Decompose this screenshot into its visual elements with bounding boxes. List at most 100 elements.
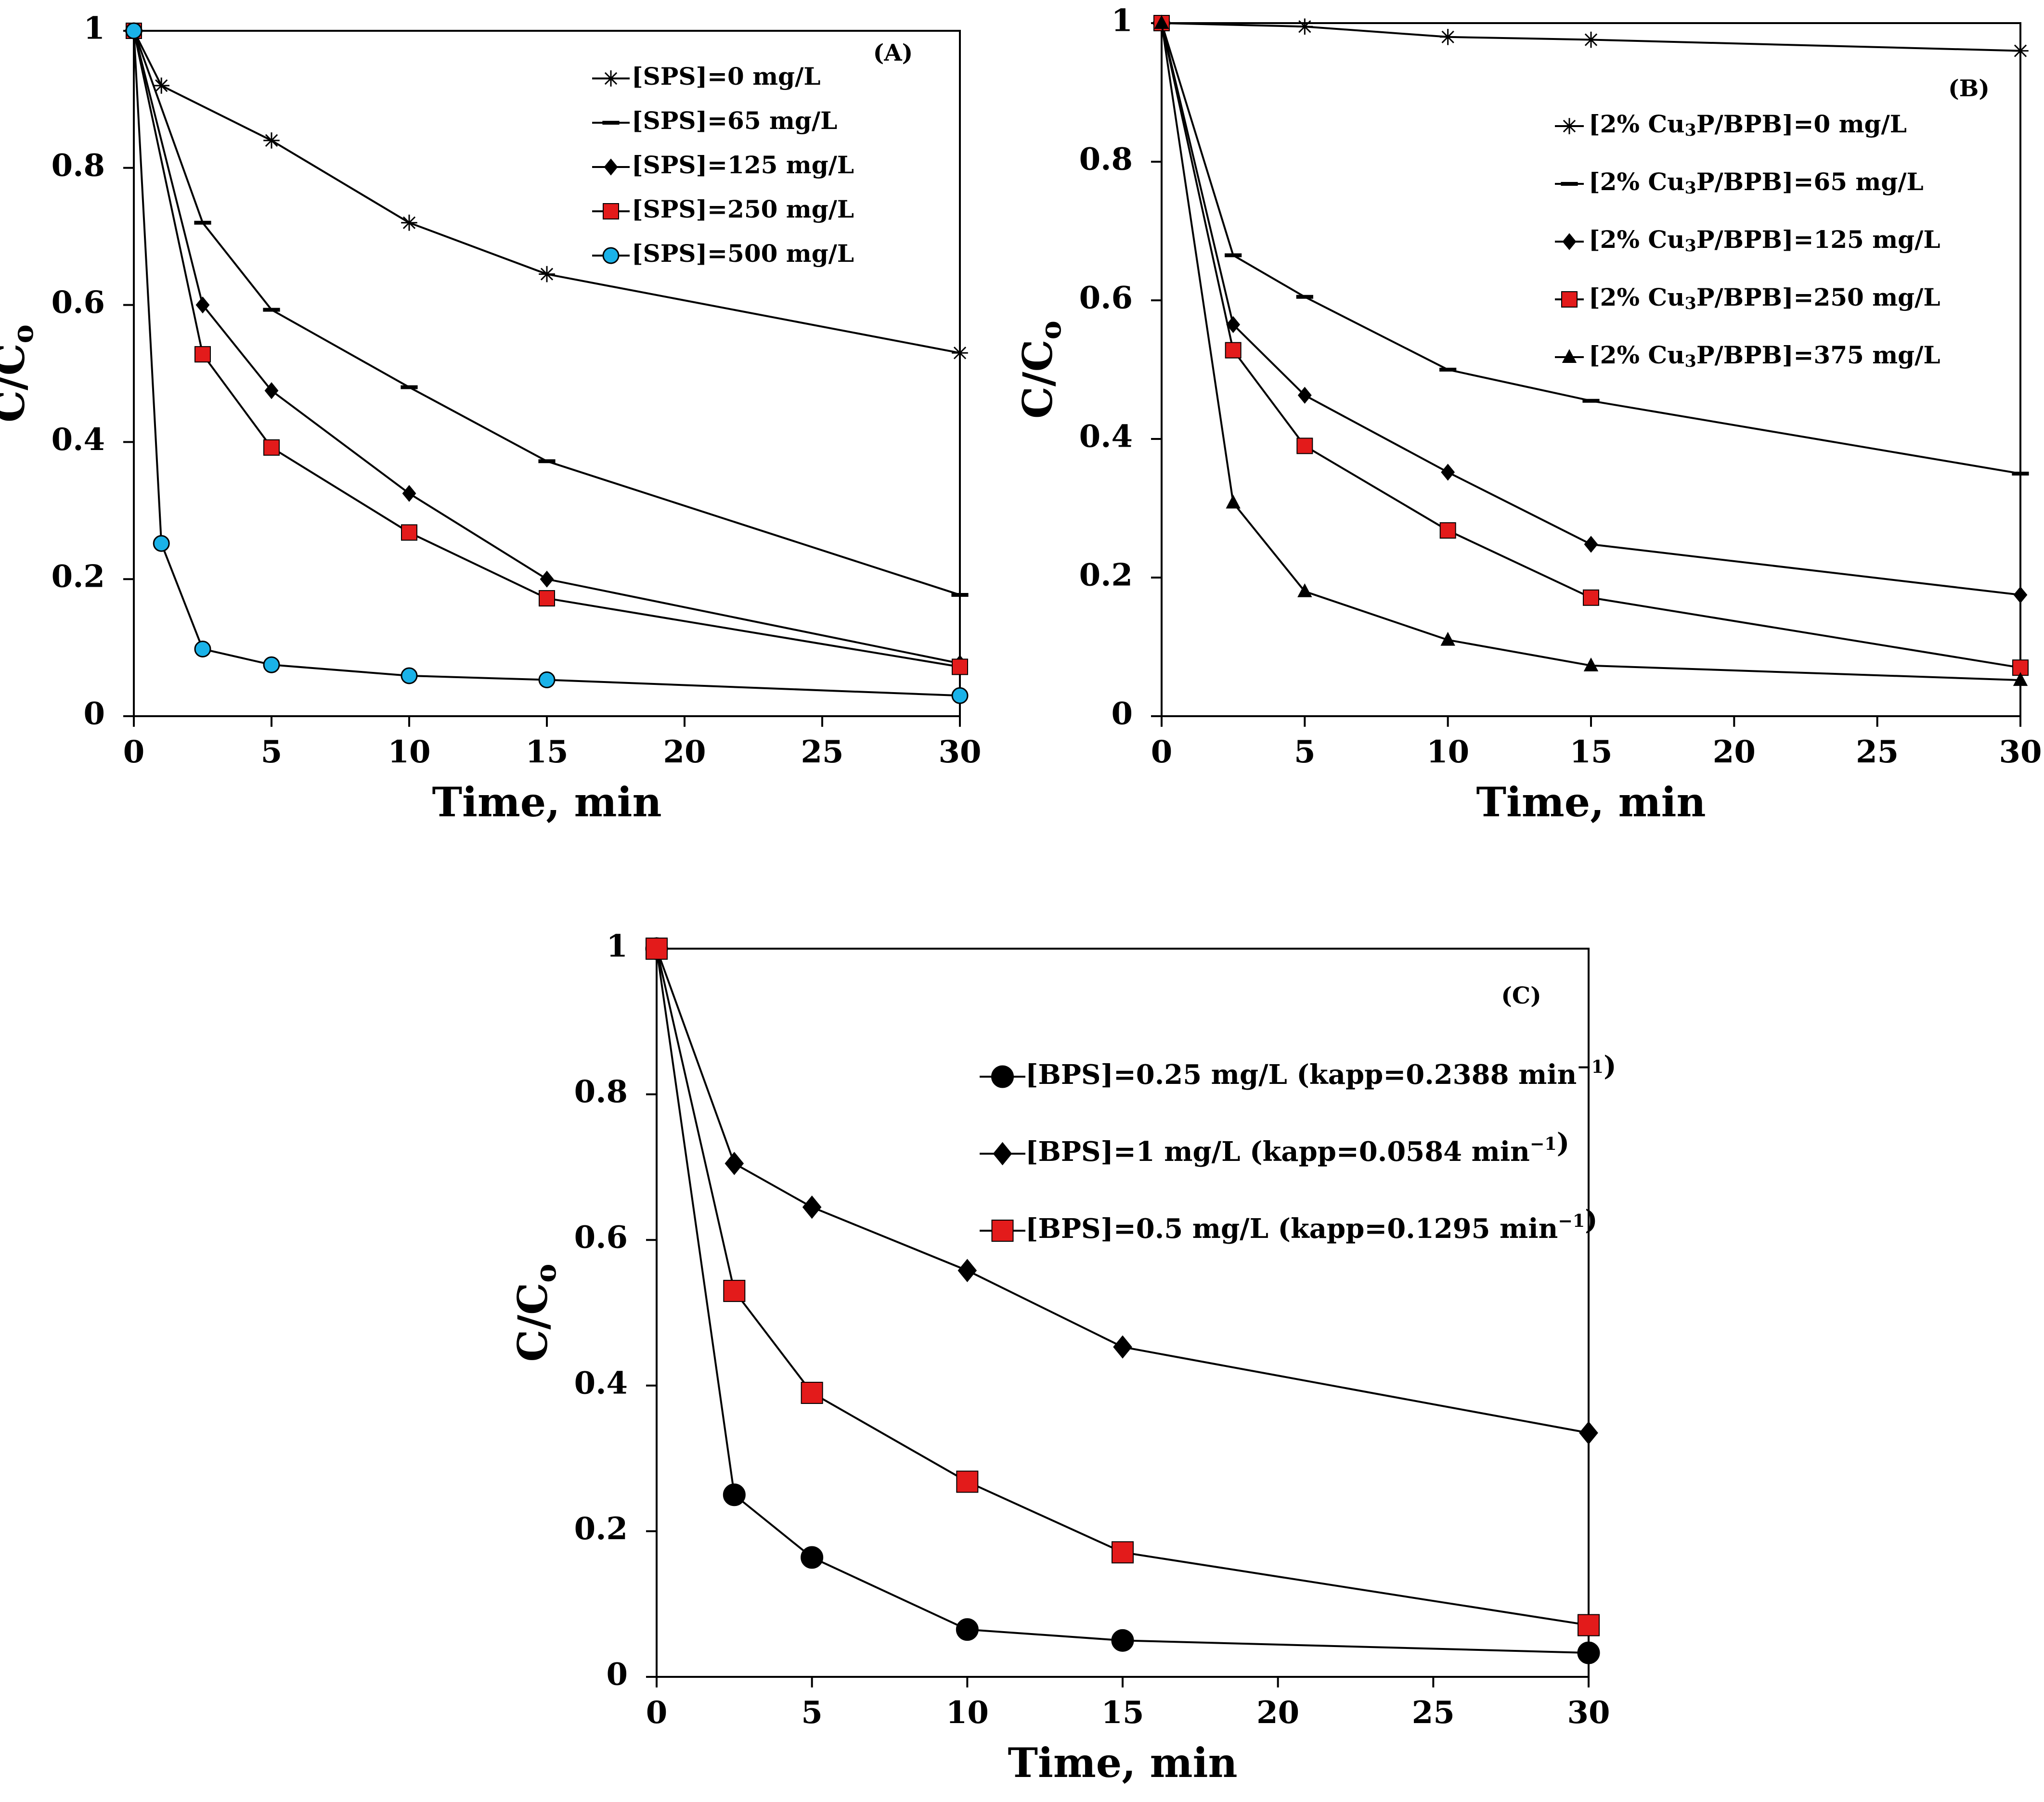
series-line [133,30,960,596]
panel-label: (A) [873,39,913,66]
legend-label: [BPS]=0.5 mg/L (kapp=0.1295 min−1) [1025,1204,1598,1245]
series-line [1161,23,2021,596]
y-tick-label: 0 [606,1657,628,1693]
data-point [153,535,170,552]
legend-label: [2% Cu3P/BPB]=375 mg/L [1589,341,1941,371]
legend-label: [BPS]=1 mg/L (kapp=0.0584 min−1) [1025,1127,1569,1168]
x-tick-label: 0 [646,1695,668,1731]
data-point [401,667,418,684]
x-tick-label: 15 [525,734,568,770]
x-tick-label: 10 [388,734,430,770]
legend-marker [1562,349,1577,363]
x-tick-label: 20 [1713,734,1756,770]
x-tick-label: 5 [801,1695,823,1731]
data-point [1441,463,1455,481]
data-point [1296,18,1313,35]
data-point [1297,583,1312,597]
series-line [656,948,1589,1654]
series-4 [126,23,968,675]
x-tick-label: 30 [1999,734,2042,770]
data-point [402,485,416,502]
y-tick-label: 0.4 [1079,419,1133,455]
data-point [1439,29,1456,45]
data-point [1583,657,1599,671]
series-2 [125,29,969,597]
panel-label: (C) [1501,982,1541,1009]
data-point [125,22,142,39]
data-point [802,1195,822,1219]
legend-marker [604,158,618,176]
x-tick-label: 20 [1256,1695,1299,1731]
y-tick-label: 0.2 [52,559,105,595]
data-point [801,1546,824,1569]
y-tick-label: 0 [1111,696,1133,732]
data-point [401,214,417,231]
data-point [538,671,556,689]
y-tick-label: 0.2 [1079,557,1133,593]
chart-panel-b: 0 5 10 15 20 25 30 0 0.2 0.4 0.6 0.8 1 Time, min C/Co (… [1014,3,2042,826]
y-tick-label: 1 [1111,3,1133,39]
data-point [263,439,280,456]
y-axis-title: C/Co [509,1264,562,1362]
legend-marker [991,1220,1014,1242]
plot-frame [656,948,1590,1678]
series-3 [646,938,1600,1636]
data-point [1439,522,1456,539]
y-tick-label: 0.6 [52,284,105,321]
data-point [1297,386,1312,404]
data-point [801,1381,823,1404]
legend-label: [SPS]=250 mg/L [632,195,854,223]
legend-marker [1561,118,1578,134]
legend-marker [1562,233,1577,250]
data-point [646,938,668,960]
legend-label: [2% Cu3P/BPB]=125 mg/L [1589,225,1941,256]
chart-panel-c: 0 5 10 15 20 25 30 0 0.2 0.4 0.6 0.8 1 Time, min C/Co (… [509,928,1617,1787]
series-2 [647,937,1598,1445]
data-point [539,590,555,607]
series-line [656,948,1589,1434]
legend-label: [BPS]=0.25 mg/L (kapp=0.2388 min−1) [1025,1050,1617,1091]
data-point [723,1483,746,1506]
data-point [1111,1629,1134,1652]
legend: [2% Cu3P/BPB]=0 mg/L [2% Cu3P/BPB]=65 mg/… [1555,110,1941,371]
y-tick-label: 0.8 [1079,142,1133,178]
data-point [401,524,417,541]
data-point [539,266,555,283]
data-point [1113,1335,1132,1359]
y-tick-label: 0.6 [1079,280,1133,316]
x-tick-label: 5 [1294,734,1316,770]
data-point [1226,494,1241,509]
data-point [1296,438,1313,454]
data-point [956,1618,979,1641]
data-point [1579,1421,1598,1445]
data-point [153,77,169,94]
x-tick-label: 5 [261,734,283,770]
y-tick-label: 0.8 [574,1074,628,1110]
data-point [1112,1541,1134,1564]
y-tick-label: 1 [83,11,105,47]
data-point [1226,316,1241,333]
legend-label: [SPS]=65 mg/L [632,106,837,135]
data-point [1584,536,1598,553]
x-tick-label: 10 [946,1695,989,1731]
data-point [263,656,280,673]
series-line [133,30,960,668]
y-tick-label: 1 [606,928,628,965]
series-line [133,30,960,354]
data-point [724,1152,744,1175]
x-tick-label: 30 [938,734,981,770]
legend-label: [2% Cu3P/BPB]=0 mg/L [1589,110,1907,140]
data-point [2013,672,2028,686]
x-tick-label: 0 [1151,734,1173,770]
x-tick-label: 0 [123,734,145,770]
data-point [1578,1614,1600,1636]
data-point [1583,31,1599,48]
data-point [956,1470,979,1493]
legend-marker [1561,291,1578,308]
panel-label: (B) [1948,75,1990,102]
y-tick-label: 0.6 [574,1220,628,1256]
series-line [1161,23,2021,682]
x-axis-title: Time, min [1008,1739,1237,1787]
legend-label: [SPS]=0 mg/L [632,62,821,90]
legend-label: [SPS]=500 mg/L [632,239,854,268]
